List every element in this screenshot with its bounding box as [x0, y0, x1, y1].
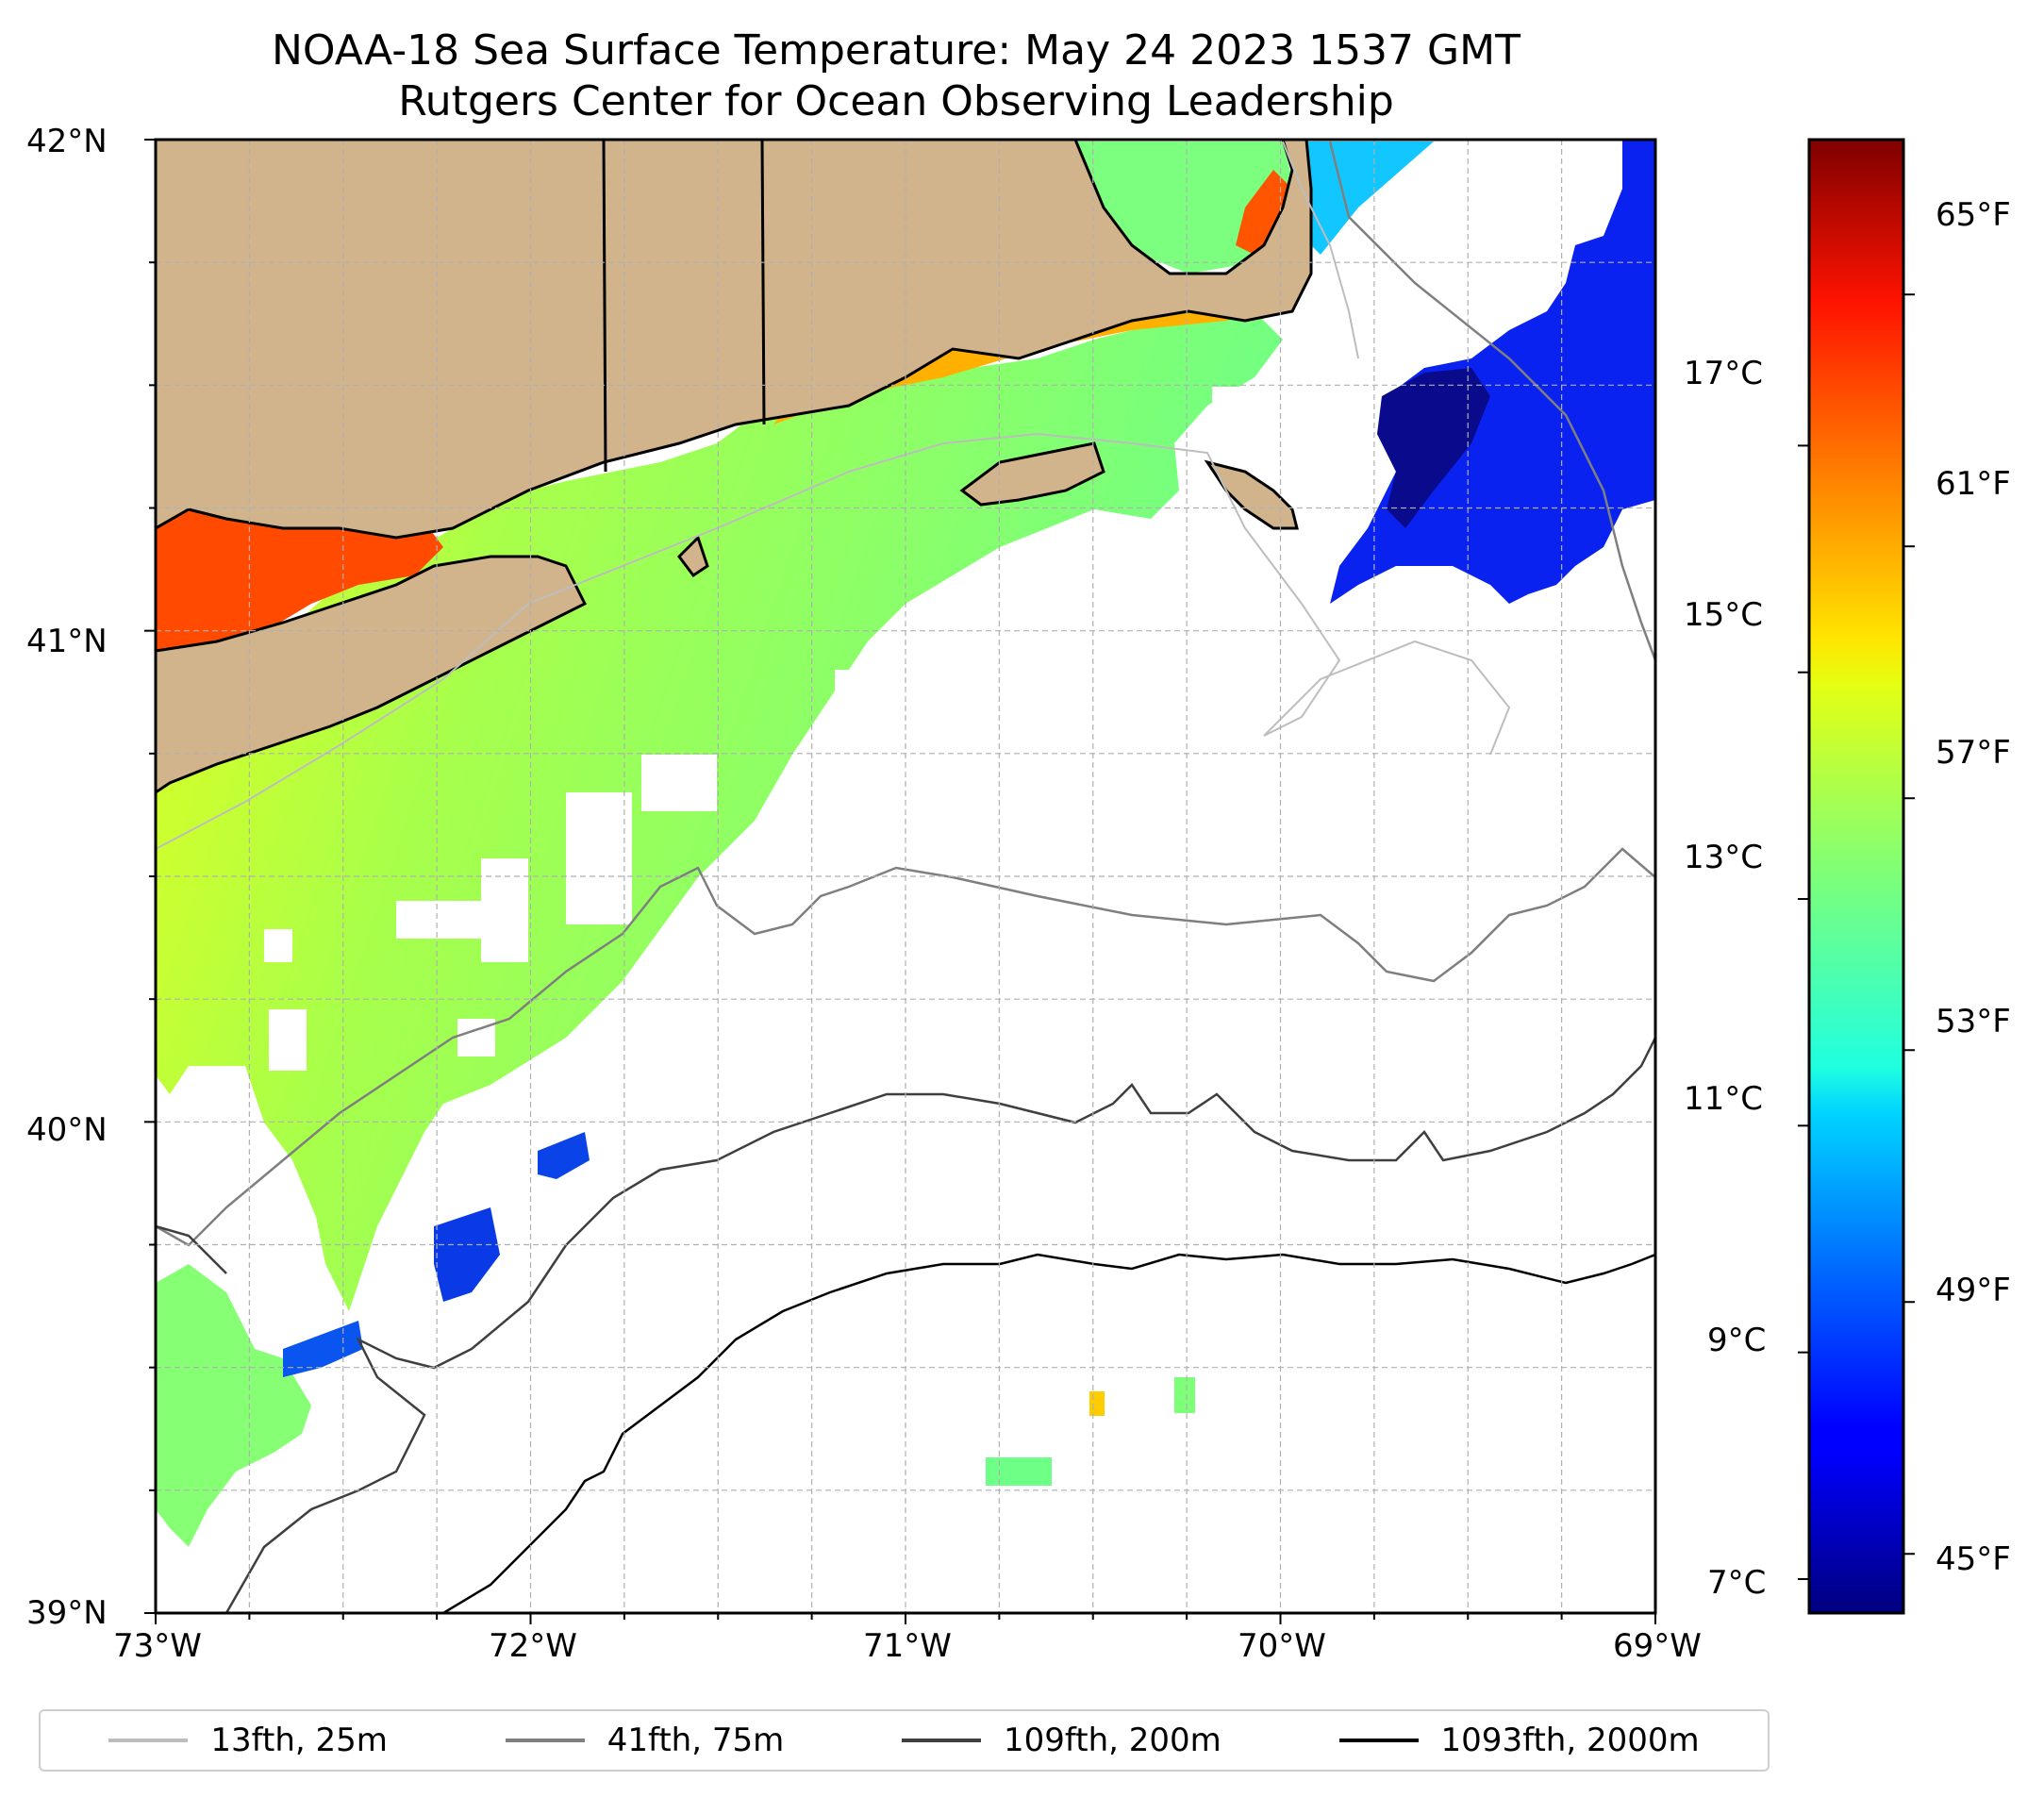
- isobath-25m: [156, 432, 1511, 850]
- colorbar-fahrenheit-label: 53°F: [1936, 1003, 2011, 1040]
- isobath-75m-b: [1328, 141, 1655, 661]
- land-marthas-vineyard: [959, 441, 1105, 507]
- sst-blob-2: [1089, 1391, 1105, 1416]
- sst-offshore-cold-patch-2: [538, 1132, 590, 1179]
- y-tick-label: 41°N: [26, 623, 108, 660]
- y-tick-label: 39°N: [26, 1594, 108, 1632]
- sst-offshore-cold-patch-3: [283, 1321, 363, 1377]
- sst-georges-cold: [1330, 140, 1655, 604]
- colorbar-celsius-label: 13°C: [1684, 839, 1764, 876]
- cloud-mask: [264, 387, 1278, 1071]
- colorbar-fahrenheit-label: 65°F: [1936, 196, 2011, 234]
- colorbar-ticks: [1798, 293, 1915, 1580]
- legend-entry-200m: 109fth, 200m: [901, 1722, 1221, 1759]
- x-tick-label: 70°W: [1238, 1627, 1326, 1665]
- x-tick-label: 73°W: [113, 1627, 202, 1665]
- legend-swatch-2000m: [1338, 1739, 1419, 1742]
- colorbar-fahrenheit-label: 61°F: [1936, 465, 2011, 503]
- colorbar-celsius-label: 11°C: [1684, 1080, 1764, 1118]
- x-tick-label: 71°W: [863, 1627, 952, 1665]
- sst-north-cold: [1292, 141, 1434, 255]
- land-block-island: [677, 535, 709, 578]
- legend-entry-75m: 41fth, 75m: [505, 1722, 785, 1759]
- isobath-200m-b: [156, 1224, 227, 1274]
- legend-entry-25m: 13fth, 25m: [108, 1722, 388, 1759]
- colorbar-celsius-label: 7°C: [1707, 1564, 1767, 1602]
- legend-swatch-200m: [901, 1739, 981, 1742]
- sst-offshore-cold-patch: [434, 1207, 500, 1302]
- sst-blob-3: [1174, 1377, 1195, 1413]
- colorbar-fahrenheit-label: 49°F: [1936, 1272, 2011, 1309]
- map-gridlines: [155, 139, 1656, 1614]
- colorbar-celsius-label: 15°C: [1684, 596, 1764, 634]
- x-tick-label: 69°W: [1613, 1627, 1702, 1665]
- y-tick-label: 42°N: [26, 123, 108, 160]
- axis-ticks: [144, 139, 1656, 1624]
- state-border-ct-ri: [602, 140, 607, 473]
- isobath-75m: [156, 847, 1655, 1247]
- isobath-25m-b: [1282, 141, 1359, 359]
- legend-entry-2000m: 1093fth, 2000m: [1338, 1722, 1700, 1759]
- colorbar-frame: [1807, 138, 1905, 1615]
- colorbar-gradient: [1809, 140, 1903, 1613]
- legend-label: 41fth, 75m: [607, 1722, 785, 1759]
- land-long-island: [156, 555, 588, 794]
- colorbar-fahrenheit-label: 57°F: [1936, 734, 2011, 772]
- legend-label: 109fth, 200m: [1003, 1722, 1221, 1759]
- legend-label: 13fth, 25m: [210, 1722, 388, 1759]
- legend-label: 1093fth, 2000m: [1440, 1722, 1700, 1759]
- map-plot-area: [156, 140, 1655, 1613]
- colorbar-fahrenheit-label: 45°F: [1936, 1540, 2011, 1578]
- chart-title: NOAA-18 Sea Surface Temperature: May 24 …: [272, 26, 1521, 75]
- colorbar-celsius-label: 17°C: [1684, 355, 1764, 392]
- x-tick-label: 72°W: [489, 1627, 577, 1665]
- isobath-legend: 13fth, 25m 41fth, 75m 109fth, 200m 1093f…: [39, 1709, 1770, 1772]
- isobath-2000m: [442, 1253, 1655, 1613]
- legend-swatch-25m: [108, 1739, 189, 1742]
- chart-subtitle: Rutgers Center for Ocean Observing Leade…: [398, 77, 1394, 125]
- sst-southern-shelf: [156, 1264, 311, 1547]
- state-border-ri-ma: [760, 140, 766, 425]
- legend-swatch-75m: [505, 1739, 585, 1742]
- land-cape-cod: [1204, 459, 1299, 530]
- colorbar-celsius-label: 9°C: [1707, 1322, 1767, 1359]
- sst-blob-1: [986, 1457, 1052, 1486]
- isobath-200m: [224, 1037, 1655, 1613]
- y-tick-label: 40°N: [26, 1111, 108, 1149]
- sst-georges-darkest: [1377, 368, 1490, 528]
- land-connecticut-ri-ma: [156, 140, 1313, 540]
